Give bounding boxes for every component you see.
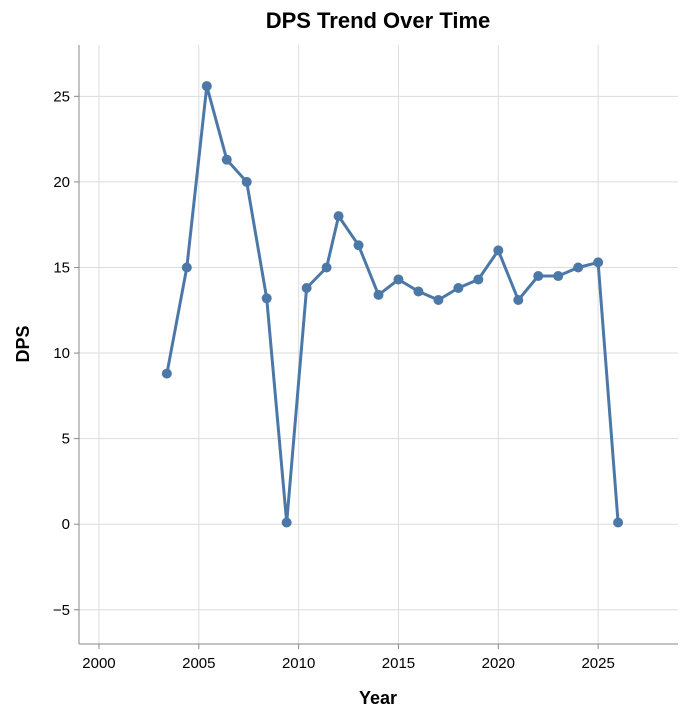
- series-line: [165, 84, 620, 524]
- x-tick-label: 2015: [382, 655, 415, 672]
- data-point: [553, 271, 564, 282]
- y-tick-label: 15: [53, 259, 70, 276]
- y-tick-label: 25: [53, 88, 70, 105]
- x-tick-label: 2025: [581, 655, 614, 672]
- data-point: [413, 286, 424, 297]
- data-point: [593, 257, 604, 268]
- data-point: [161, 368, 172, 379]
- x-axis-title: Year: [359, 688, 397, 708]
- y-tick-label: 20: [53, 174, 70, 191]
- data-point: [261, 293, 272, 304]
- data-point: [433, 295, 444, 306]
- data-point: [181, 262, 192, 273]
- x-tick-label: 2000: [82, 655, 115, 672]
- y-tick-label: 5: [62, 431, 70, 448]
- y-tick-label: 0: [62, 516, 70, 533]
- data-point: [353, 240, 364, 251]
- chart-title: DPS Trend Over Time: [266, 8, 491, 33]
- data-point: [453, 283, 464, 294]
- data-point: [573, 262, 584, 273]
- data-point: [221, 154, 232, 165]
- data-point: [513, 295, 524, 306]
- data-point: [241, 176, 252, 187]
- data-point: [321, 262, 332, 273]
- y-axis-title: DPS: [13, 325, 33, 362]
- data-point: [301, 283, 312, 294]
- data-series: [161, 81, 624, 528]
- data-point: [493, 245, 504, 256]
- data-point: [201, 81, 212, 92]
- x-tick-label: 2005: [182, 655, 215, 672]
- grid-lines: [79, 45, 678, 644]
- y-tick-label: 10: [53, 345, 70, 362]
- y-tick-label: −5: [53, 602, 70, 619]
- x-tick-label: 2020: [482, 655, 515, 672]
- axes: [74, 45, 678, 649]
- data-point: [473, 274, 484, 285]
- data-point: [333, 211, 344, 222]
- data-point: [393, 274, 404, 285]
- x-tick-label: 2010: [282, 655, 315, 672]
- data-point: [613, 517, 624, 528]
- data-point: [281, 517, 292, 528]
- data-point: [533, 271, 544, 282]
- data-point: [373, 289, 384, 300]
